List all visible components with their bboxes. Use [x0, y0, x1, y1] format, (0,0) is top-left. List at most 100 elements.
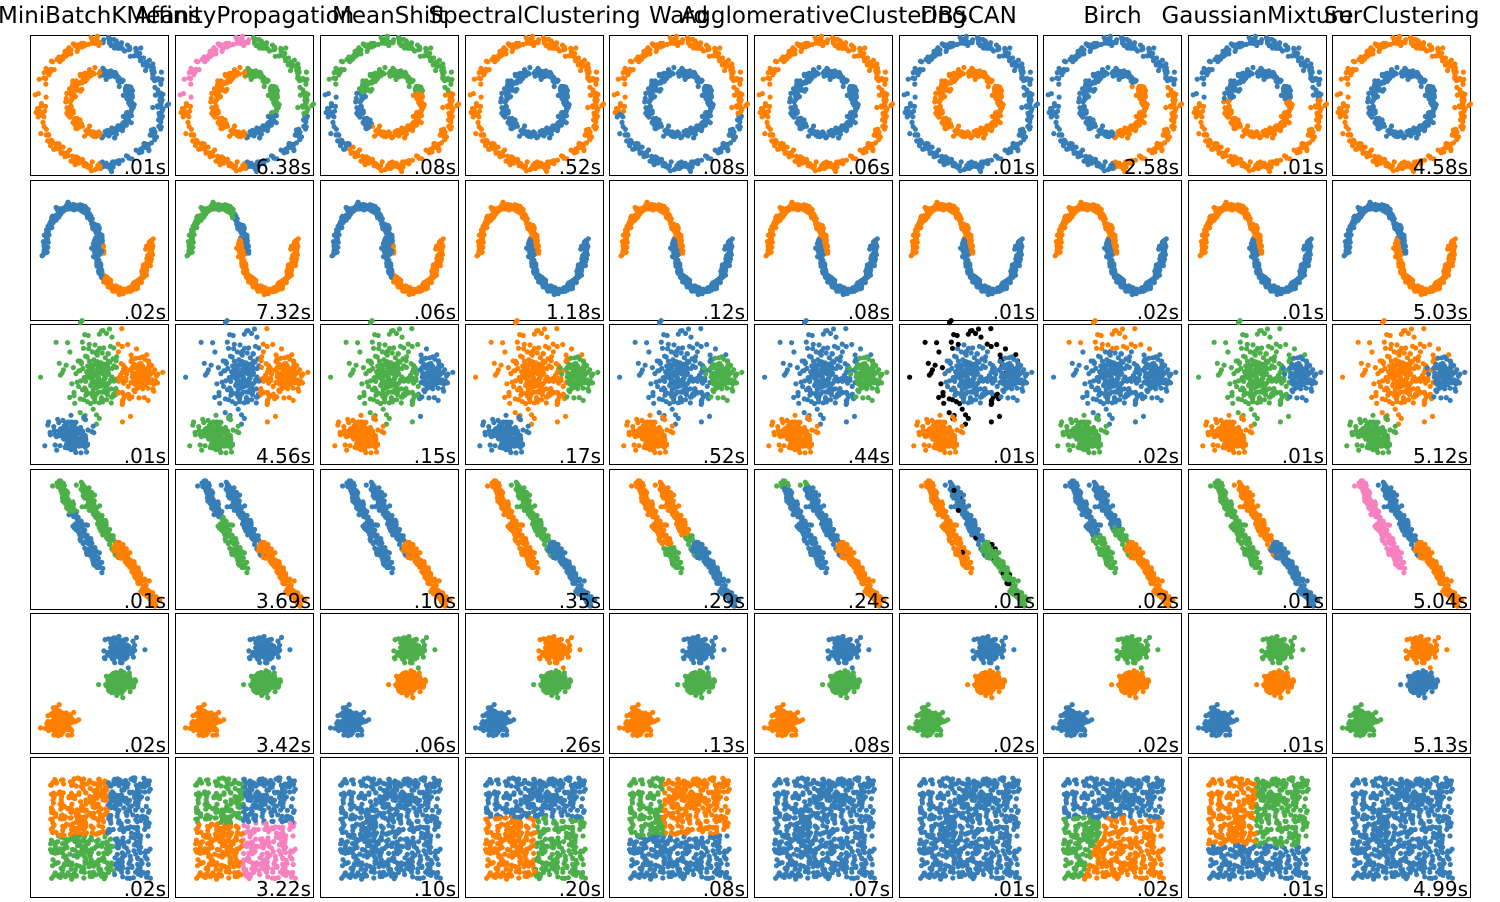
data-point [670, 130, 677, 136]
data-point [1254, 70, 1260, 76]
data-point [476, 124, 482, 130]
data-point [101, 67, 107, 73]
data-point [413, 117, 419, 124]
data-point [1163, 70, 1169, 76]
data-point [688, 168, 694, 175]
data-point [368, 88, 374, 94]
data-point [729, 70, 735, 76]
data-point [541, 133, 547, 139]
data-point [126, 46, 132, 53]
data-point [1317, 97, 1323, 103]
scatter-plot [177, 33, 317, 175]
data-point [1240, 74, 1247, 80]
data-point [379, 159, 385, 165]
data-point [340, 140, 346, 146]
data-point [1083, 78, 1089, 84]
data-point [1299, 140, 1305, 147]
data-point [649, 89, 655, 95]
data-point [101, 37, 107, 43]
data-point [593, 116, 599, 122]
data-point [502, 99, 508, 105]
data-point [1210, 146, 1216, 152]
data-point [251, 72, 257, 78]
timing-label: 2.58s [1124, 156, 1179, 178]
data-point [301, 123, 307, 129]
data-point [1058, 132, 1065, 138]
data-point [1141, 120, 1147, 126]
data-point [587, 129, 593, 135]
data-point [123, 153, 130, 159]
data-point [912, 81, 918, 87]
data-point [376, 70, 382, 76]
data-point [883, 76, 889, 82]
data-point [927, 150, 933, 156]
data-point [210, 153, 216, 159]
data-point [155, 87, 161, 93]
data-point [372, 74, 379, 80]
data-point [551, 83, 557, 90]
data-point [473, 111, 479, 117]
data-point [695, 83, 701, 90]
data-point [159, 108, 165, 114]
data-point [956, 163, 963, 169]
data-point [1100, 163, 1107, 169]
data-point [128, 120, 134, 126]
data-point [213, 158, 219, 164]
data-point [837, 41, 843, 47]
data-point [1082, 82, 1089, 88]
data-point [802, 88, 808, 94]
data-point [702, 117, 708, 124]
data-point [832, 68, 838, 74]
data-point [738, 97, 744, 103]
data-point [159, 76, 165, 82]
data-point [1173, 91, 1179, 97]
data-point [43, 94, 49, 100]
data-point [282, 50, 288, 56]
data-point [1008, 149, 1014, 155]
data-point [543, 162, 549, 168]
data-point [527, 64, 533, 71]
data-point [1234, 81, 1240, 87]
panel-noisy_circles-minibatchkmeans: .01s [30, 33, 172, 178]
data-point [776, 146, 782, 152]
data-point [517, 74, 524, 80]
data-point [68, 158, 74, 164]
data-point [119, 128, 125, 134]
data-point [1193, 91, 1199, 97]
data-point [622, 76, 628, 82]
data-point [705, 100, 711, 106]
data-point [917, 58, 923, 64]
data-point [593, 69, 599, 75]
data-point [52, 146, 58, 152]
data-point [561, 100, 567, 106]
data-point [1208, 140, 1214, 146]
data-point [946, 73, 953, 79]
data-point [1172, 108, 1178, 114]
data-point [234, 159, 240, 165]
data-point [1278, 77, 1284, 84]
data-point [215, 89, 221, 95]
data-point [410, 123, 416, 130]
data-point [975, 72, 981, 78]
data-point [794, 78, 800, 84]
data-point [558, 153, 565, 159]
data-point [1081, 103, 1087, 109]
data-point [799, 42, 805, 48]
data-point [1027, 69, 1033, 75]
data-point [526, 71, 532, 77]
data-point [593, 81, 599, 87]
data-point [35, 91, 41, 97]
data-point [1291, 147, 1297, 153]
data-point [789, 153, 795, 159]
data-point [622, 81, 628, 87]
data-point [933, 47, 939, 53]
data-point [1316, 116, 1322, 122]
data-point [919, 140, 925, 146]
data-point [865, 140, 871, 147]
data-point [253, 68, 259, 74]
data-point [531, 132, 537, 139]
data-point [1119, 133, 1125, 139]
data-point [298, 134, 305, 140]
data-point [431, 140, 437, 147]
data-point [82, 74, 89, 80]
